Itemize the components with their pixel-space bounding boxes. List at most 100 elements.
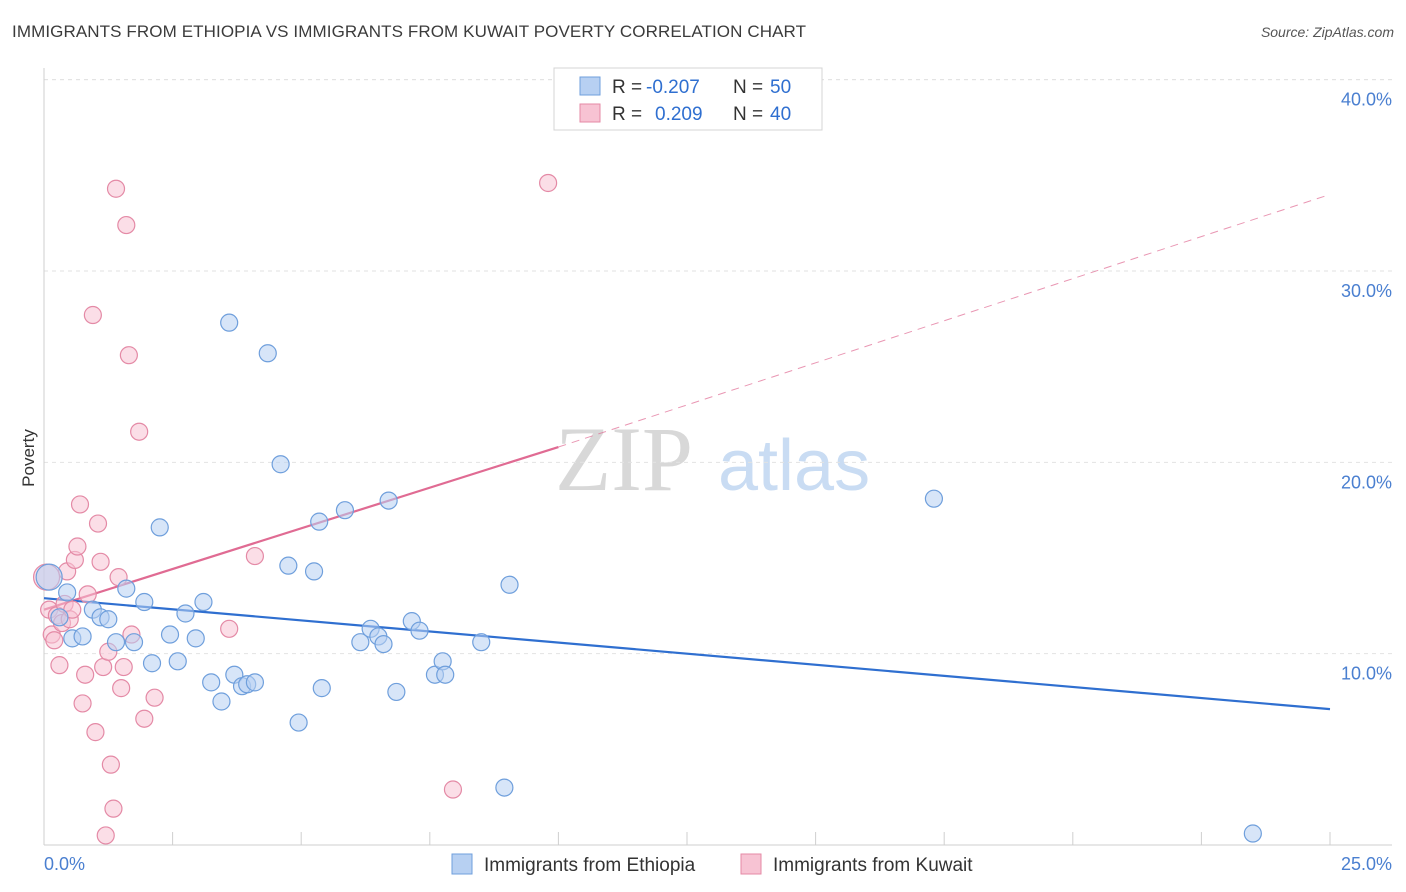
data-point-ethiopia <box>271 455 290 474</box>
data-point-ethiopia <box>142 654 162 673</box>
data-point-kuwait <box>220 619 239 638</box>
data-point-kuwait <box>91 552 110 571</box>
data-point-kuwait <box>112 679 131 698</box>
data-point-ethiopia <box>245 673 265 692</box>
data-point-ethiopia <box>924 489 944 508</box>
data-point-kuwait <box>145 688 164 707</box>
data-point-ethiopia <box>35 563 63 591</box>
data-point-kuwait <box>86 723 105 742</box>
data-point-ethiopia <box>194 592 213 612</box>
data-point-ethiopia <box>258 344 277 363</box>
x-tick-label-max: 25.0% <box>1341 854 1392 874</box>
data-point-ethiopia <box>387 682 406 702</box>
legend-r-value-kuwait: 0.209 <box>655 104 703 125</box>
legend-swatch-ethiopia <box>579 76 601 96</box>
data-point-ethiopia <box>335 501 355 520</box>
y-tick-label: 40.0% <box>1341 90 1392 110</box>
series-legend-swatch-kuwait <box>740 853 762 875</box>
data-point-ethiopia <box>304 562 324 581</box>
data-point-kuwait <box>68 537 87 556</box>
data-point-ethiopia <box>135 592 154 612</box>
legend-n-label-kuwait: N = <box>733 104 763 125</box>
correlation-legend: R = -0.207 N = 50 R = 0.209 N = 40 <box>553 67 823 131</box>
chart-title: IMMIGRANTS FROM ETHIOPIA VS IMMIGRANTS F… <box>12 22 807 41</box>
watermark-zip: ZIP <box>555 408 693 510</box>
data-point-ethiopia <box>50 608 69 627</box>
data-point-kuwait <box>88 514 108 533</box>
data-point-kuwait <box>45 631 64 650</box>
y-axis-label: Poverty <box>19 429 38 487</box>
legend-r-label-kuwait: R = <box>612 104 642 125</box>
data-point-ethiopia <box>379 491 398 510</box>
data-point-ethiopia <box>168 652 187 671</box>
trend-line-ethiopia <box>43 597 1331 711</box>
data-point-kuwait <box>443 780 463 799</box>
data-point-ethiopia <box>495 778 514 797</box>
legend-r-value-ethiopia: -0.207 <box>646 77 700 98</box>
data-point-kuwait <box>135 709 154 728</box>
data-point-kuwait <box>104 799 123 818</box>
data-point-kuwait <box>130 422 149 441</box>
data-point-ethiopia <box>212 692 231 711</box>
watermark: ZIP atlas <box>555 408 870 510</box>
y-axis-tick-labels: 10.0% 20.0% 30.0% 40.0% <box>1341 90 1392 684</box>
series-legend-swatch-ethiopia <box>451 853 473 875</box>
data-point-ethiopia <box>310 512 329 531</box>
grid-lines <box>44 79 1392 655</box>
data-point-kuwait <box>94 657 113 677</box>
series-ethiopia-points <box>35 313 1262 843</box>
legend-n-label-ethiopia: N = <box>733 77 763 98</box>
data-point-ethiopia <box>186 629 205 648</box>
data-point-ethiopia <box>73 627 92 646</box>
series-kuwait-points <box>32 173 558 845</box>
data-point-kuwait <box>70 495 90 514</box>
trend-line-kuwait-extension <box>558 193 1331 448</box>
data-point-ethiopia <box>1243 824 1262 843</box>
data-point-kuwait <box>76 665 95 684</box>
data-point-ethiopia <box>436 665 455 684</box>
data-point-kuwait <box>73 694 92 713</box>
data-point-ethiopia <box>202 673 221 692</box>
data-point-kuwait <box>245 546 265 566</box>
series-legend: Immigrants from Ethiopia Immigrants from… <box>451 853 973 876</box>
data-point-ethiopia <box>150 518 169 537</box>
y-tick-label: 30.0% <box>1341 281 1392 301</box>
legend-swatch-kuwait <box>579 103 601 123</box>
data-point-ethiopia <box>106 633 126 652</box>
data-point-ethiopia <box>124 633 144 652</box>
data-point-ethiopia <box>160 625 180 644</box>
data-point-kuwait <box>114 657 133 677</box>
data-point-ethiopia <box>99 610 118 629</box>
watermark-atlas: atlas <box>718 426 870 506</box>
legend-r-label-ethiopia: R = <box>612 77 642 98</box>
data-point-kuwait <box>119 346 138 365</box>
data-point-kuwait <box>539 173 558 193</box>
data-point-ethiopia <box>279 556 298 575</box>
x-axis-ticks <box>43 832 1331 845</box>
data-point-ethiopia <box>117 579 136 598</box>
legend-n-value-ethiopia: 50 <box>770 77 791 98</box>
data-point-kuwait <box>106 179 126 198</box>
data-point-kuwait <box>101 755 120 774</box>
legend-n-value-kuwait: 40 <box>770 104 791 125</box>
data-point-ethiopia <box>410 621 429 640</box>
data-point-ethiopia <box>374 634 393 654</box>
data-point-ethiopia <box>289 713 308 732</box>
data-point-ethiopia <box>312 679 331 698</box>
data-point-ethiopia <box>176 604 195 623</box>
x-tick-label-min: 0.0% <box>44 854 85 874</box>
data-point-ethiopia <box>472 633 491 652</box>
data-point-kuwait <box>50 656 69 675</box>
source-credit: Source: ZipAtlas.com <box>1260 24 1394 40</box>
y-tick-label: 20.0% <box>1341 472 1392 492</box>
data-point-kuwait <box>117 215 136 235</box>
data-point-ethiopia <box>500 575 519 594</box>
data-point-kuwait <box>78 585 97 604</box>
y-tick-label: 10.0% <box>1341 664 1392 684</box>
data-point-ethiopia <box>220 313 239 332</box>
data-point-kuwait <box>96 826 115 845</box>
data-point-ethiopia <box>351 633 370 652</box>
series-legend-label-kuwait: Immigrants from Kuwait <box>773 855 973 876</box>
data-point-ethiopia <box>58 583 77 602</box>
